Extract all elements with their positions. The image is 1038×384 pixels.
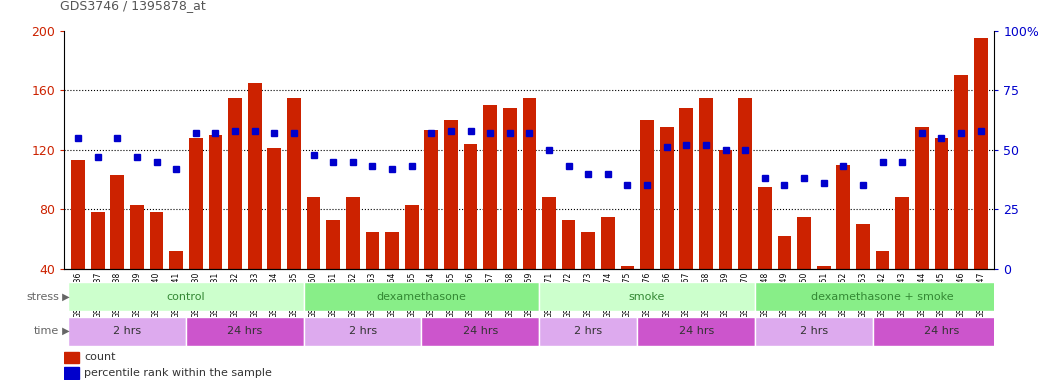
Bar — [954, 75, 967, 269]
Bar — [562, 220, 575, 269]
Text: dexamethasone: dexamethasone — [377, 291, 466, 302]
Bar — [755, 282, 1010, 311]
Text: 24 hrs: 24 hrs — [463, 326, 498, 336]
Bar — [304, 317, 421, 346]
Text: smoke: smoke — [629, 291, 665, 302]
Bar — [425, 131, 438, 269]
Bar — [248, 83, 262, 269]
Text: GDS3746 / 1395878_at: GDS3746 / 1395878_at — [60, 0, 206, 12]
Bar — [502, 108, 517, 269]
Bar — [914, 127, 929, 269]
Text: 2 hrs: 2 hrs — [349, 326, 377, 336]
Text: stress: stress — [26, 291, 59, 302]
Text: 2 hrs: 2 hrs — [800, 326, 828, 336]
Bar — [738, 98, 753, 269]
Bar — [581, 232, 595, 269]
Bar — [72, 160, 85, 269]
Bar — [209, 135, 222, 269]
Bar — [718, 150, 733, 269]
Bar — [896, 197, 909, 269]
Bar — [873, 317, 1010, 346]
Bar — [777, 236, 791, 269]
Bar — [637, 317, 755, 346]
Text: time: time — [34, 326, 59, 336]
Bar — [621, 266, 634, 269]
Bar — [601, 217, 614, 269]
Bar — [856, 224, 870, 269]
Bar — [542, 197, 556, 269]
Bar — [464, 144, 477, 269]
Bar — [346, 197, 359, 269]
Bar — [306, 197, 321, 269]
Bar — [700, 98, 713, 269]
Bar — [444, 120, 458, 269]
Text: ▶: ▶ — [59, 291, 70, 302]
Bar — [837, 165, 850, 269]
Bar — [91, 212, 105, 269]
Bar — [64, 352, 79, 363]
Bar — [69, 282, 304, 311]
Bar — [186, 317, 304, 346]
Bar — [539, 282, 755, 311]
Text: 24 hrs: 24 hrs — [227, 326, 263, 336]
Bar — [365, 232, 379, 269]
Bar — [758, 187, 771, 269]
Bar — [130, 205, 144, 269]
Text: count: count — [84, 353, 116, 362]
Text: 2 hrs: 2 hrs — [113, 326, 141, 336]
Bar — [288, 98, 301, 269]
Bar — [640, 120, 654, 269]
Bar — [189, 138, 202, 269]
Bar — [539, 317, 637, 346]
Bar — [110, 175, 125, 269]
Bar — [817, 266, 830, 269]
Bar — [755, 317, 873, 346]
Text: percentile rank within the sample: percentile rank within the sample — [84, 368, 272, 378]
Bar — [797, 217, 811, 269]
Bar — [974, 38, 987, 269]
Bar — [304, 282, 539, 311]
Bar — [421, 317, 539, 346]
Bar — [149, 212, 163, 269]
Text: dexamethasone + smoke: dexamethasone + smoke — [812, 291, 954, 302]
Text: 24 hrs: 24 hrs — [679, 326, 714, 336]
Bar — [69, 317, 186, 346]
Bar — [385, 232, 399, 269]
Bar — [268, 148, 281, 269]
Bar — [660, 127, 674, 269]
Bar — [522, 98, 537, 269]
Text: 24 hrs: 24 hrs — [924, 326, 959, 336]
Bar — [326, 220, 340, 269]
Bar — [680, 108, 693, 269]
Bar — [64, 367, 79, 379]
Bar — [169, 251, 183, 269]
Bar — [228, 98, 242, 269]
Bar — [876, 251, 890, 269]
Bar — [934, 138, 949, 269]
Bar — [405, 205, 418, 269]
Bar — [484, 105, 497, 269]
Text: 2 hrs: 2 hrs — [574, 326, 602, 336]
Text: ▶: ▶ — [59, 326, 70, 336]
Text: control: control — [167, 291, 206, 302]
